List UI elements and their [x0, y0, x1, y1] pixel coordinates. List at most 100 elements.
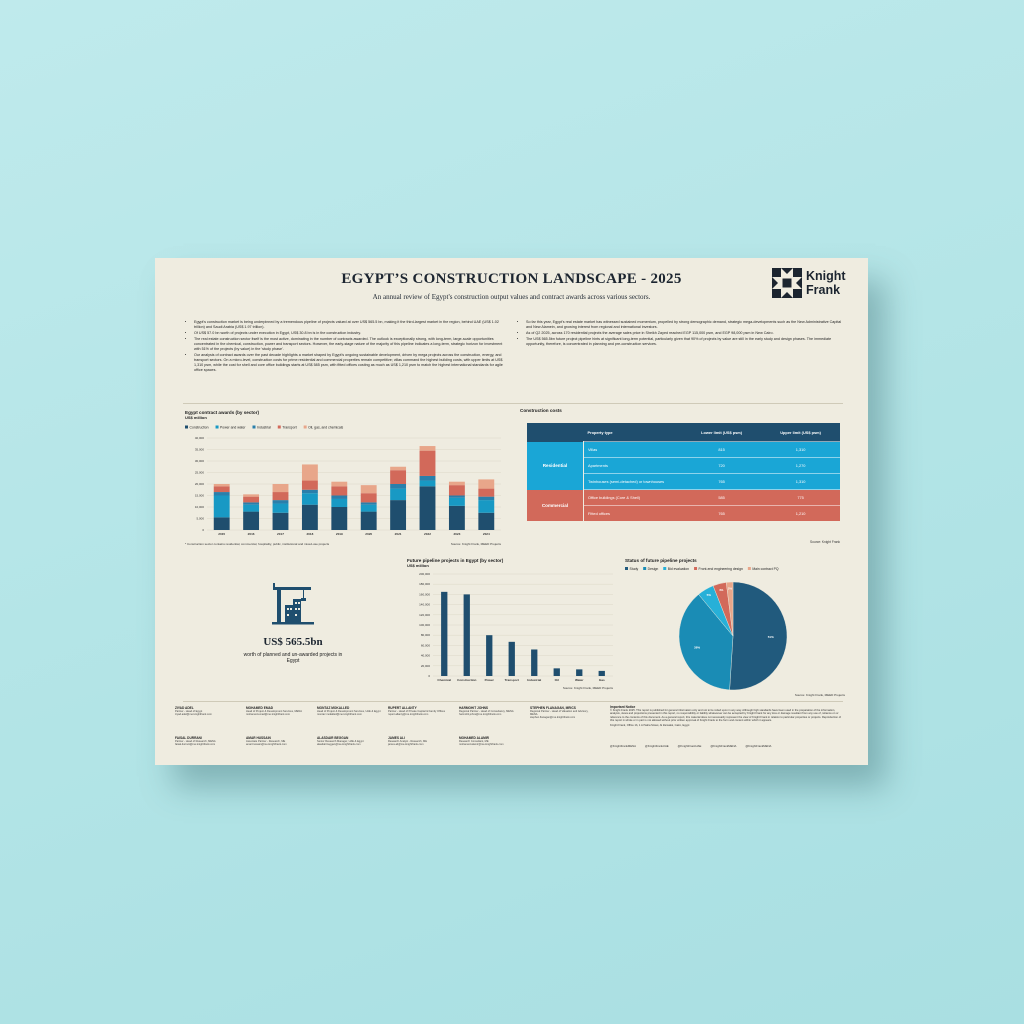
contact-email: rupert.allanty@me.knightfrank.com: [388, 713, 429, 717]
legend-swatch: [625, 567, 628, 570]
table-title: Construction costs: [520, 408, 562, 413]
contact-email: alasdair.beggan@me.knightfrank.com: [317, 743, 361, 747]
pie-label: 38%: [694, 646, 700, 650]
x-tick-label: 2024: [483, 532, 490, 536]
social-handle: @KnightFrankUAE: [645, 744, 669, 748]
table-cell: 585: [682, 489, 762, 506]
table-cell: Twinhouses (semi-detached) or townhouses: [583, 473, 682, 490]
notice: Important Notice © Knight Frank 2025. Th…: [610, 705, 845, 727]
contract-awards-chart: Egypt contract awards (by sector)US$ mil…: [185, 410, 502, 546]
y-tick-label: 30,000: [195, 459, 205, 463]
y-tick-label: 60,000: [421, 643, 431, 647]
bar-segment: [448, 497, 465, 506]
legend-label: Front-end engineering design: [699, 567, 743, 571]
bullet: As of Q2 2025, across 170 residential pr…: [526, 331, 843, 336]
legend-swatch: [185, 425, 188, 429]
chart-source: Source: Knight Frank, MEED Projects: [795, 693, 846, 697]
y-tick-label: 0: [202, 528, 204, 532]
contact-name: RUPERT ALLANTY: [388, 706, 417, 710]
bar-segment: [360, 493, 377, 503]
bar: [508, 641, 515, 676]
legend-swatch: [252, 425, 256, 429]
bar-segment: [272, 492, 289, 501]
contact: RUPERT ALLANTY Partner - Head of Private …: [388, 706, 454, 716]
chart-source: Source: Knight Frank, MEED Projects: [451, 542, 502, 546]
bar-segment: [478, 479, 495, 489]
legend-swatch: [747, 567, 751, 570]
legend-label: Transport: [282, 425, 296, 429]
contact: ZIYAD ADEL Partner - Head of Egypt ziyad.a…: [175, 706, 241, 716]
social-handle: @KnightFrankUAE: [677, 744, 702, 748]
y-tick-label: 160,000: [419, 592, 430, 596]
contact-role: Senior Research Manager, UAE & Egypt: [317, 740, 364, 743]
legend-label: Design: [648, 567, 659, 571]
bar-segment: [360, 504, 377, 512]
subtitle: An annual review of Egypt's construction…: [372, 293, 651, 301]
pie-slice: [678, 594, 734, 691]
bar-segment: [301, 489, 318, 494]
table-cell: 815: [682, 441, 762, 458]
bullet: Of US$ 57.0 bn worth of projects under e…: [194, 331, 503, 336]
bar-segment: [419, 475, 436, 481]
pie-label: 51%: [768, 635, 774, 639]
table-cell: 720: [682, 457, 762, 474]
header-cell: Lower limit (US$ psm): [682, 423, 762, 442]
notice-address: Knight Frank, Office 1b, 1 Al Saha Stree…: [610, 723, 690, 727]
social-handle: @KnightFrankMENA: [610, 744, 636, 748]
bar-segment: [390, 470, 407, 484]
contact-name: AMAR HUSSAIN: [246, 736, 271, 740]
y-tick-label: 15,000: [195, 494, 205, 498]
x-tick-label: Transport: [505, 678, 519, 682]
chart-title: Egypt contract awards (by sector): [185, 410, 259, 415]
legend-label: Power and water: [220, 425, 246, 429]
cost-table: Property type Lower limit (US$ psm) Upper …: [527, 423, 840, 521]
header-cell: [527, 423, 584, 442]
contact-name: MOHAMED EMAD: [246, 706, 274, 710]
table-cell: Fitted offices: [583, 505, 682, 521]
contact-name: FAISAL DURRANI: [175, 736, 202, 740]
contact-role: Research Consultant, ME: [459, 740, 489, 743]
chart-subtitle: US$ million: [185, 415, 207, 420]
bar-segment: [478, 500, 495, 513]
contact-email: harmohit.johns@me.knightfrank.com: [459, 713, 502, 717]
bar-segment: [272, 484, 289, 493]
logo-text: Knight: [806, 269, 846, 283]
divider: [183, 403, 843, 404]
contact: MONTAZ MOKALLED Head of Project & Develop…: [317, 706, 383, 716]
social-handle: @KnightFrankMENA: [745, 744, 772, 748]
y-tick-label: 100,000: [419, 623, 430, 627]
table-cell: 1,210: [761, 505, 840, 521]
bar: [531, 649, 538, 676]
bar-segment: [213, 517, 230, 530]
chart-title: Future pipeline projects in Egypt (by se…: [407, 558, 504, 563]
chart-subtitle: US$ million: [407, 563, 429, 568]
contact-email: mohamed.emad@me.knightfrank.com: [246, 713, 291, 717]
bar-segment: [478, 512, 495, 530]
bar-segment: [390, 484, 407, 489]
table-row: Apartments 720 1,270: [527, 457, 840, 474]
table-cell: 1,310: [761, 441, 840, 458]
table-cell: Villas: [583, 441, 682, 458]
header-cell: Upper limit (US$ psm): [761, 423, 840, 442]
bullet: The US$ 565.5bn future project pipeline …: [526, 337, 843, 347]
bar-segment: [448, 505, 465, 530]
bar: [598, 670, 605, 676]
x-tick-label: 2020: [365, 532, 372, 536]
pie-label: 2%: [728, 587, 733, 591]
contact-role: Research Analyst - Research, ME: [388, 740, 427, 743]
table-cell: Apartments: [583, 457, 682, 474]
contact-email: amar.hussain@me.knightfrank.com: [246, 743, 287, 747]
bar: [441, 591, 448, 676]
bar-segment: [243, 511, 260, 530]
bar-segment: [272, 512, 289, 530]
contact-role: Head of Project & Development Services, …: [246, 710, 302, 713]
y-tick-label: 40,000: [195, 436, 205, 440]
x-tick-label: Oil: [555, 678, 559, 682]
table-row: Commercial Office buildings (Core & Shell…: [527, 489, 840, 521]
x-tick-label: 2018: [306, 532, 313, 536]
bar-segment: [360, 502, 377, 505]
bar-segment: [419, 450, 436, 476]
legend-swatch: [663, 567, 667, 570]
table-cell: Office buildings (Core & Shell): [583, 489, 682, 506]
y-tick-label: 0: [428, 674, 430, 678]
